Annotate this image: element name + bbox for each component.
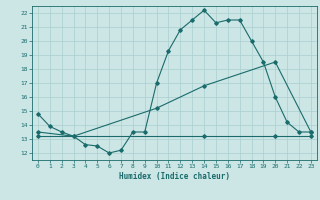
X-axis label: Humidex (Indice chaleur): Humidex (Indice chaleur)	[119, 172, 230, 181]
